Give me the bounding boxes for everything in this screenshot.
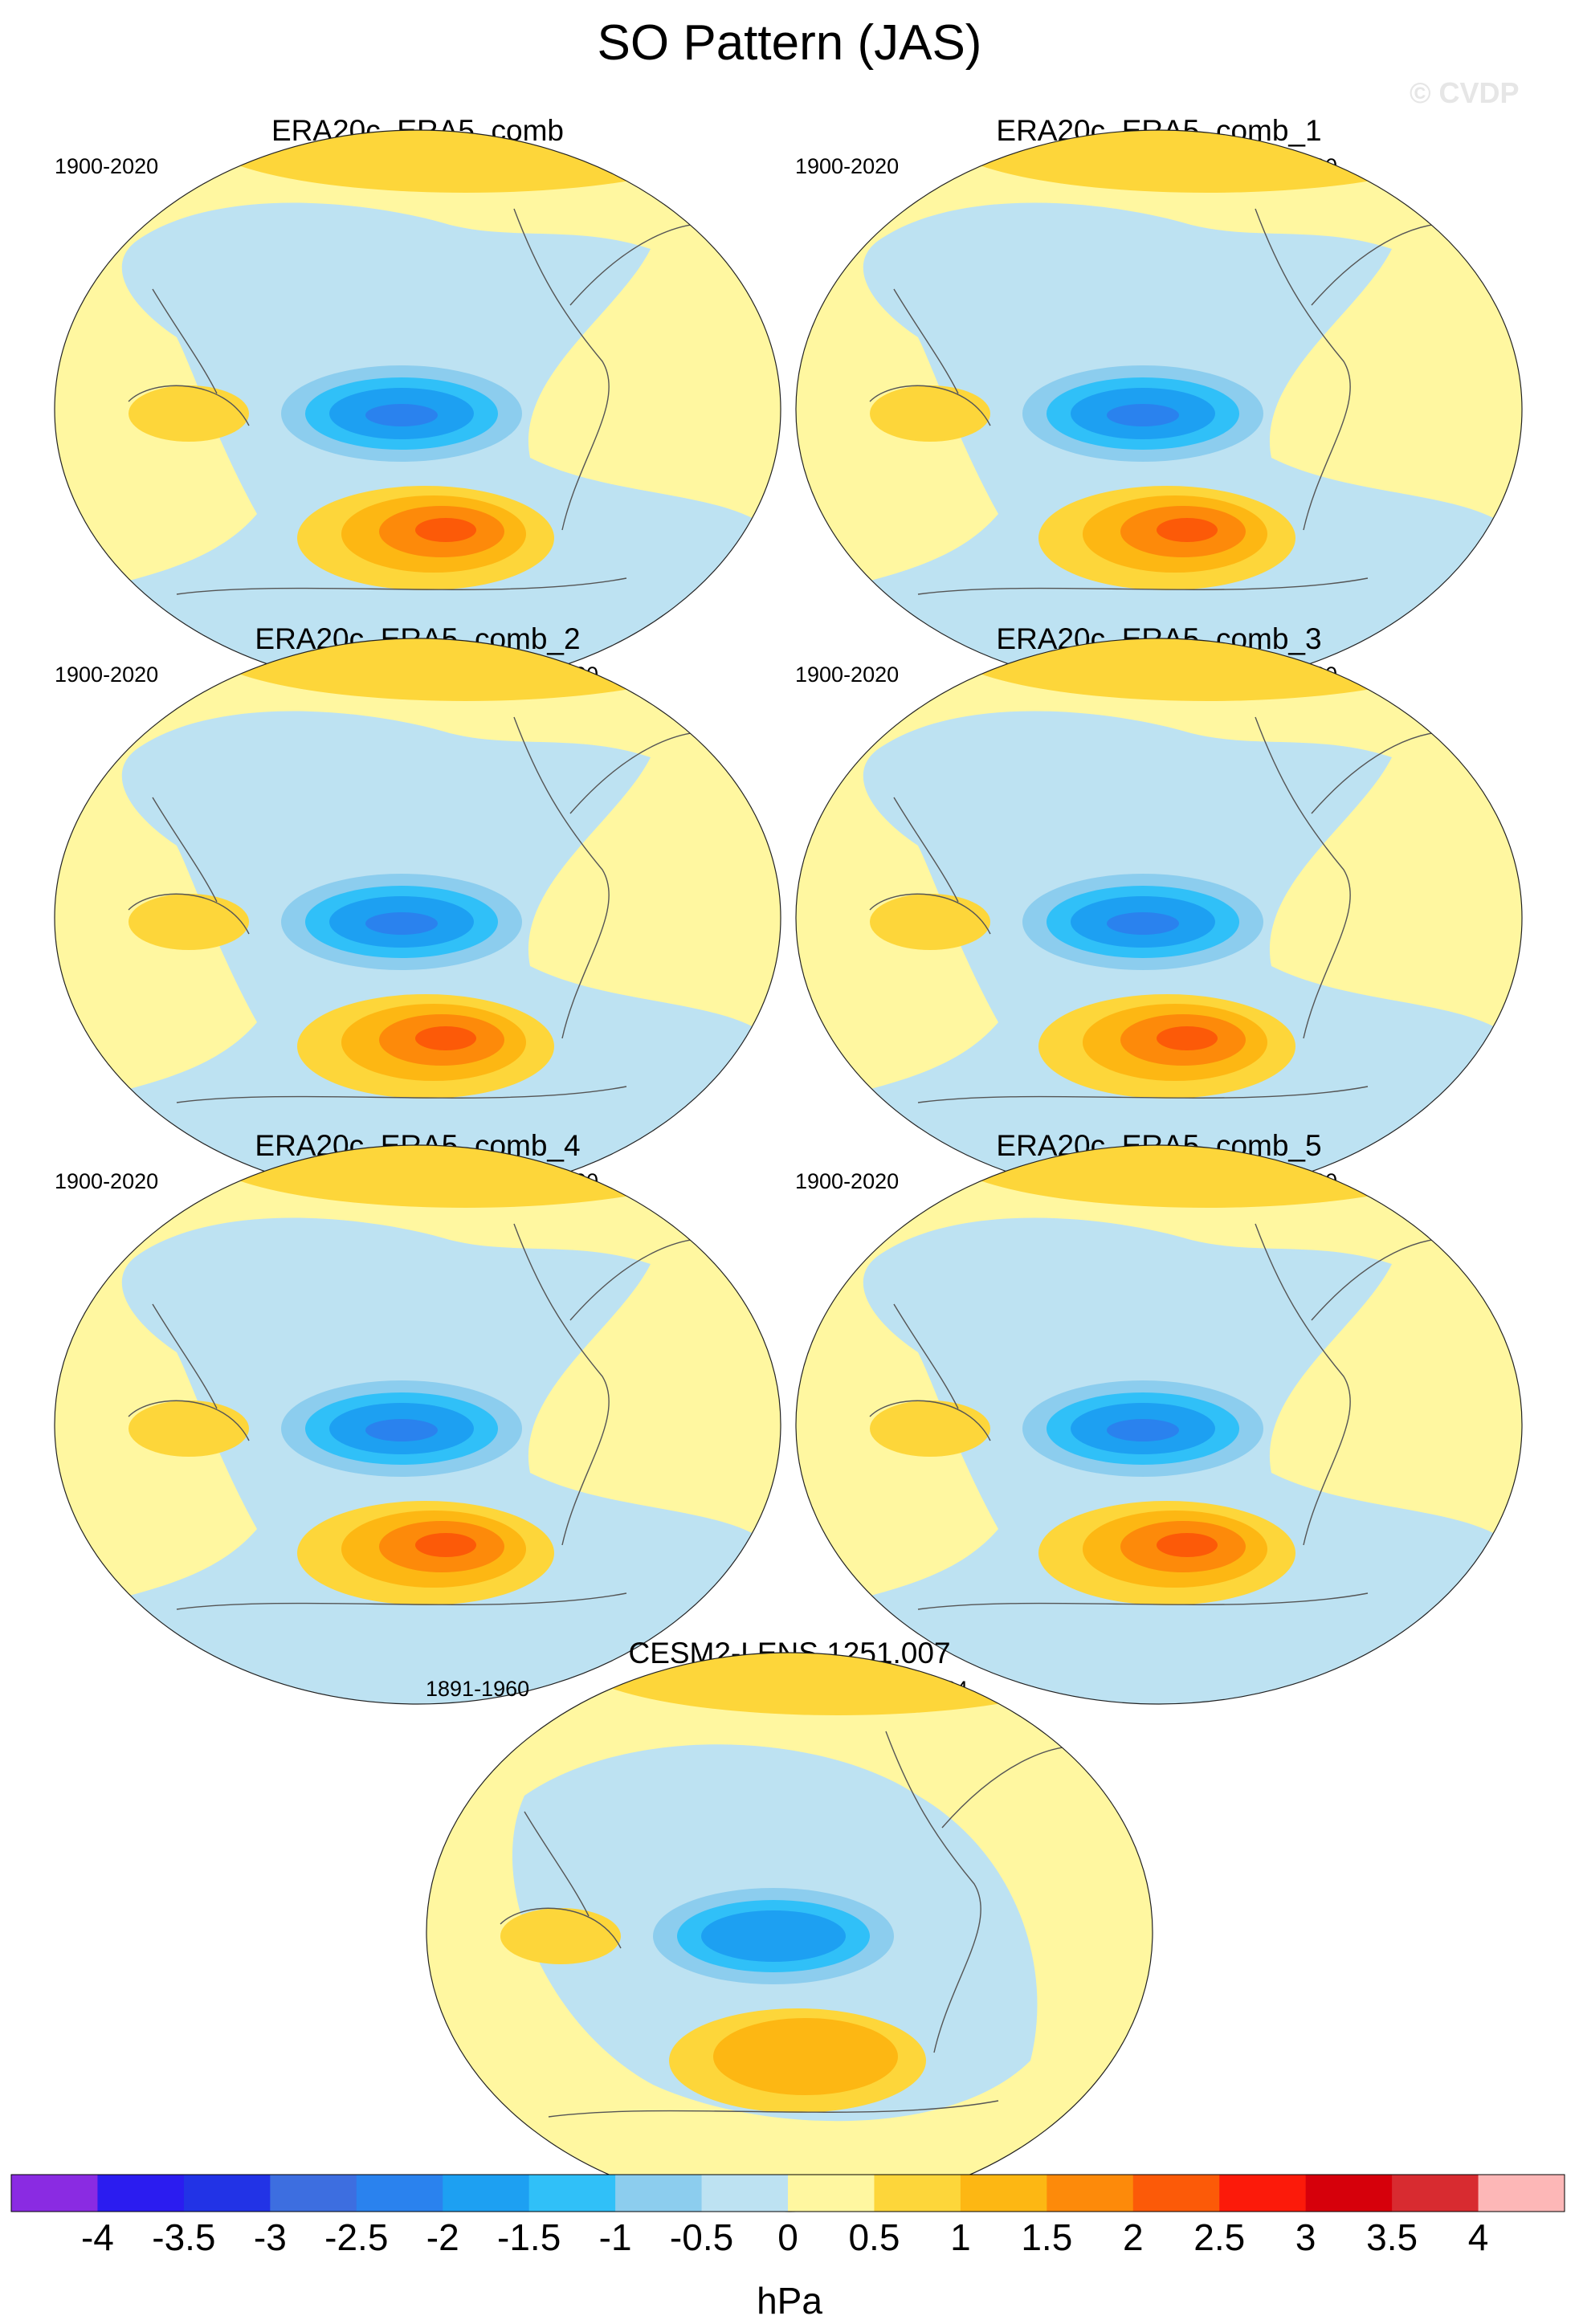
map-panel (54, 129, 781, 690)
map-panel (795, 1144, 1523, 1705)
panel-period: 1900-2020 (795, 663, 900, 687)
map-panel (426, 1652, 1153, 2212)
colorbar-tick-label: 2.5 (1193, 2216, 1245, 2258)
colorbar-tick-label: 0 (777, 2216, 798, 2258)
colorbar-tick-label: -2.5 (324, 2216, 388, 2258)
colorbar-tick-label: 0.5 (848, 2216, 900, 2258)
colorbar-tick-label: 3 (1295, 2216, 1316, 2258)
panel-period: 1900-2020 (795, 154, 900, 178)
panel-period: 1900-2020 (55, 154, 159, 178)
colorbar-swatch (1305, 2175, 1393, 2212)
colorbar-tick-label: -1 (599, 2216, 632, 2258)
colorbar-swatch (1392, 2175, 1479, 2212)
map-panel (795, 638, 1523, 1198)
colorbar-tick-label: -3.5 (152, 2216, 215, 2258)
map-panel (795, 129, 1523, 690)
colorbar-tick-label: -1.5 (497, 2216, 561, 2258)
colorbar-tick-label: -2 (426, 2216, 459, 2258)
colorbar-units: hPa (757, 2280, 822, 2322)
colorbar-tick-label: -3 (254, 2216, 287, 2258)
map-panel (54, 638, 781, 1198)
panel-period: 1891-1960 (426, 1677, 530, 1701)
panel-period: 1900-2020 (55, 663, 159, 687)
colorbar-tick-label: -4 (81, 2216, 114, 2258)
colorbar-tick-label: -0.5 (670, 2216, 733, 2258)
colorbar-tick-label: 3.5 (1366, 2216, 1418, 2258)
map-panel (54, 1144, 781, 1705)
colorbar-tick-label: 4 (1468, 2216, 1489, 2258)
cvdp-watermark: © CVDP (1410, 76, 1520, 109)
panel-period: 1900-2020 (55, 1169, 159, 1193)
colorbar-swatch (270, 2175, 357, 2212)
colorbar-swatch (11, 2175, 98, 2212)
colorbar-swatch (1478, 2175, 1565, 2212)
colorbar-swatch (97, 2175, 185, 2212)
colorbar-swatch (1219, 2175, 1307, 2212)
colorbar-tick-label: 1.5 (1021, 2216, 1072, 2258)
colorbar-tick-label: 2 (1123, 2216, 1144, 2258)
figure-title: SO Pattern (JAS) (597, 15, 982, 71)
panel-period: 1900-2020 (795, 1169, 900, 1193)
colorbar-tick-label: 1 (950, 2216, 971, 2258)
colorbar-swatch (183, 2175, 271, 2212)
